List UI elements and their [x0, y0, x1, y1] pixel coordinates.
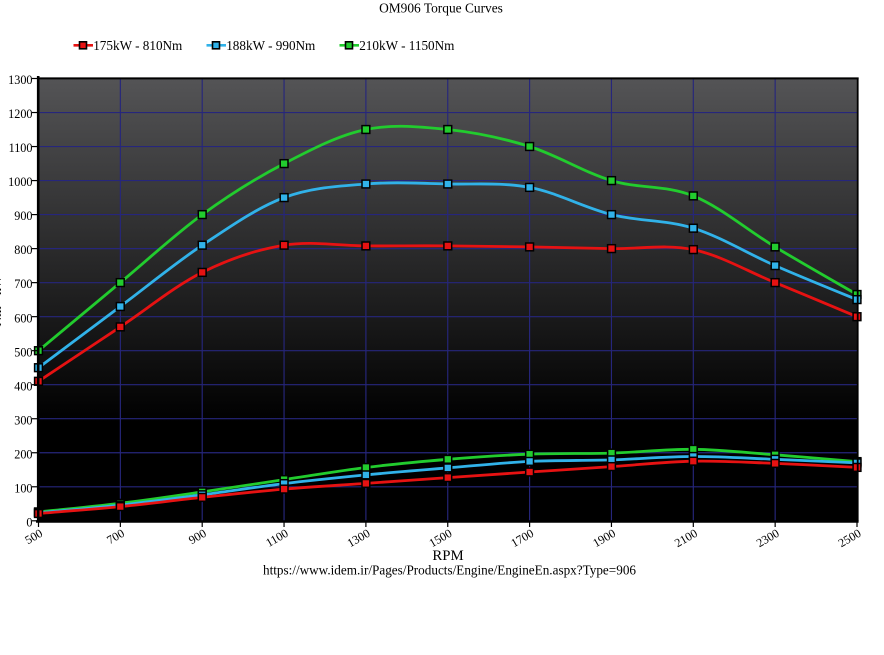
svg-text:100: 100	[14, 481, 32, 495]
svg-text:600: 600	[14, 311, 32, 325]
svg-text:1100: 1100	[9, 141, 33, 155]
svg-text:Nm - kW: Nm - kW	[0, 275, 4, 326]
svg-text:175kW - 810Nm: 175kW - 810Nm	[93, 38, 183, 53]
svg-text:700: 700	[14, 277, 32, 291]
svg-text:400: 400	[14, 379, 32, 393]
svg-text:RPM: RPM	[432, 548, 463, 564]
svg-text:https://www.idem.ir/Pages/Prod: https://www.idem.ir/Pages/Products/Engin…	[263, 563, 636, 578]
svg-text:200: 200	[14, 447, 32, 461]
svg-text:300: 300	[14, 413, 32, 427]
svg-text:210kW - 1150Nm: 210kW - 1150Nm	[359, 38, 455, 53]
svg-text:500: 500	[14, 345, 32, 359]
svg-text:1300: 1300	[8, 73, 32, 87]
svg-text:900: 900	[14, 209, 32, 223]
svg-text:188kW - 990Nm: 188kW - 990Nm	[226, 38, 316, 53]
svg-text:OM906 Torque Curves: OM906 Torque Curves	[379, 1, 503, 16]
svg-text:800: 800	[14, 243, 32, 257]
svg-text:1000: 1000	[8, 175, 32, 189]
svg-text:0: 0	[26, 515, 32, 529]
svg-text:1200: 1200	[8, 107, 32, 121]
